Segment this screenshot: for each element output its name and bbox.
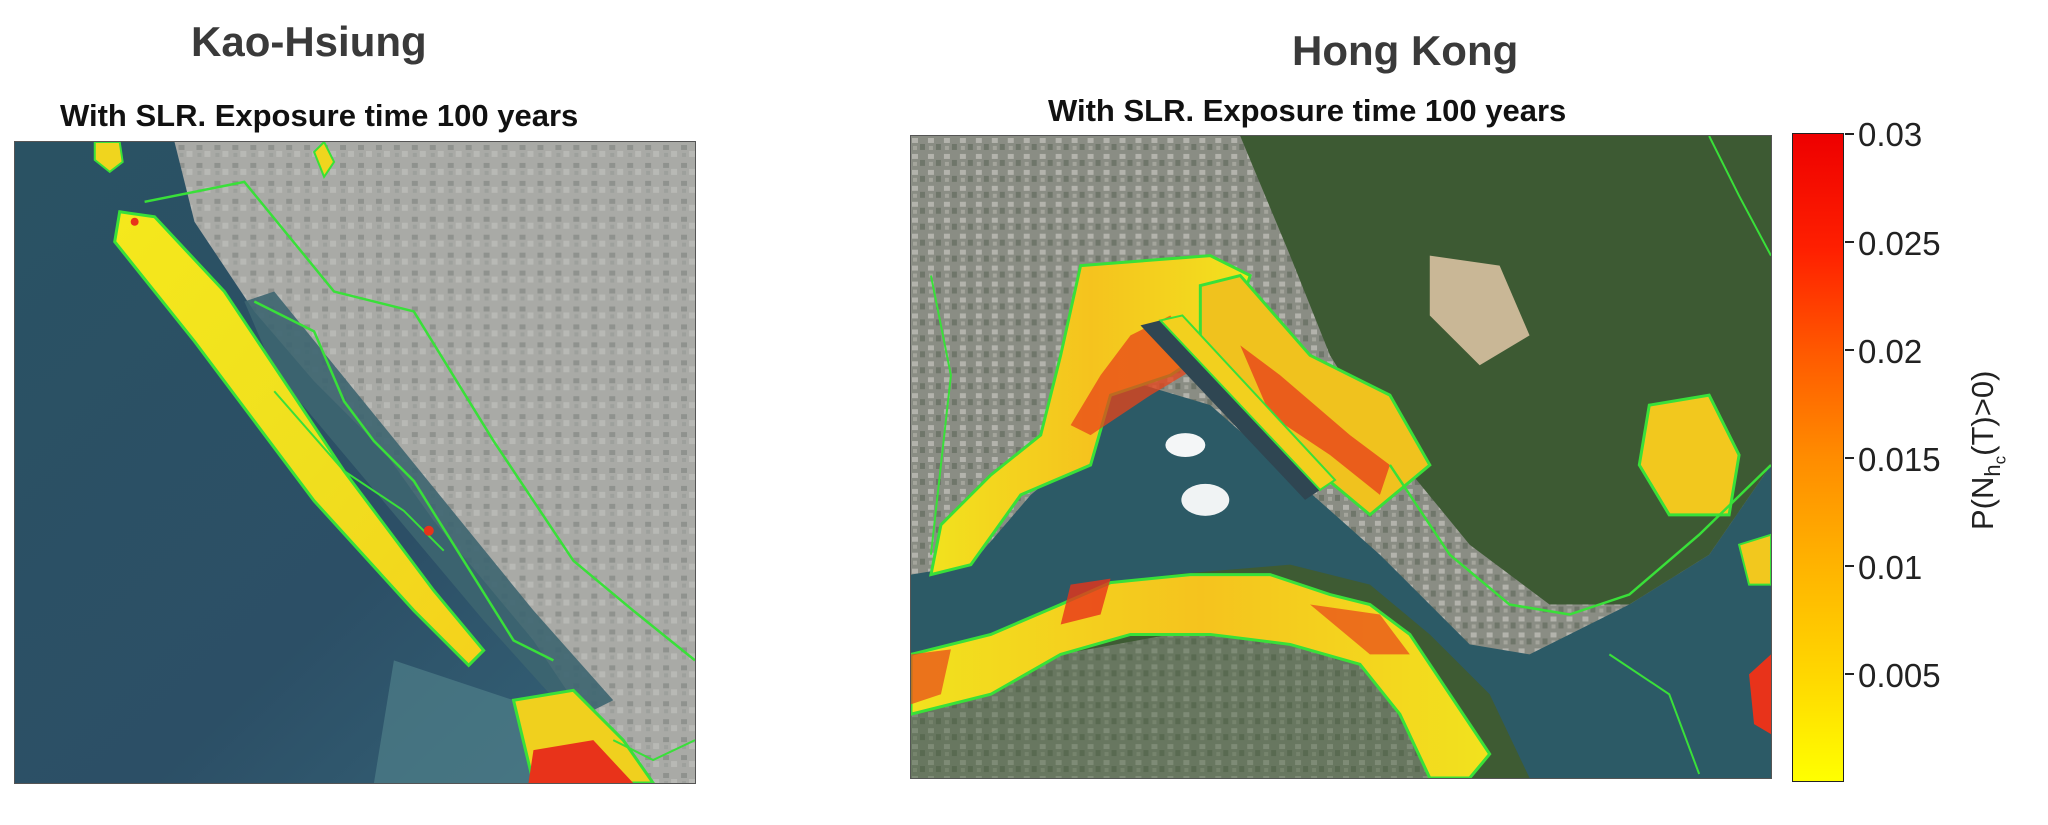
colorbar-tick <box>1845 349 1854 351</box>
contour-line <box>144 180 695 662</box>
urban-land <box>174 142 695 783</box>
kaohsiung-hazard-zone <box>113 210 486 668</box>
colorbar-tick-label: 0.025 <box>1858 225 1941 262</box>
colorbar-tick <box>1845 565 1854 567</box>
colorbar-title: P(Nhc(T)>0) <box>1965 370 2010 530</box>
colorbar-tick <box>1845 241 1854 243</box>
colorbar-tick-label: 0.005 <box>1858 657 1941 694</box>
hongkong-map-image <box>911 136 1771 778</box>
colorbar-tick <box>1845 133 1854 135</box>
green-hills <box>1240 136 1771 605</box>
cloud <box>1165 433 1206 457</box>
kaohsiung-subtitle: With SLR. Exposure time 100 years <box>60 98 579 133</box>
colorbar-tick <box>1845 673 1854 675</box>
colorbar-tick <box>1845 457 1854 459</box>
colorbar-tick-label: 0.015 <box>1858 441 1941 478</box>
hongkong-map <box>910 135 1772 779</box>
hongkong-subtitle: With SLR. Exposure time 100 years <box>1048 93 1567 128</box>
contour-line <box>929 275 952 555</box>
colorbar <box>1792 133 1844 782</box>
kaohsiung-city-title: Kao-Hsiung <box>191 18 427 65</box>
hongkong-city-title: Hong Kong <box>1292 27 1519 74</box>
kaohsiung-map-image <box>15 142 695 783</box>
colorbar-tick-label: 0.03 <box>1858 116 1923 153</box>
colorbar-tick-label: 0.01 <box>1858 549 1923 586</box>
colorbar-tick-label: 0.02 <box>1858 333 1923 370</box>
kaohsiung-map <box>14 141 696 784</box>
